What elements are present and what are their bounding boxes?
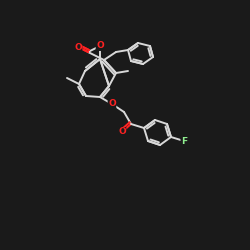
- Text: O: O: [74, 42, 82, 51]
- Text: O: O: [118, 128, 126, 136]
- Text: O: O: [96, 42, 104, 50]
- Text: F: F: [181, 136, 187, 145]
- Text: O: O: [108, 100, 116, 108]
